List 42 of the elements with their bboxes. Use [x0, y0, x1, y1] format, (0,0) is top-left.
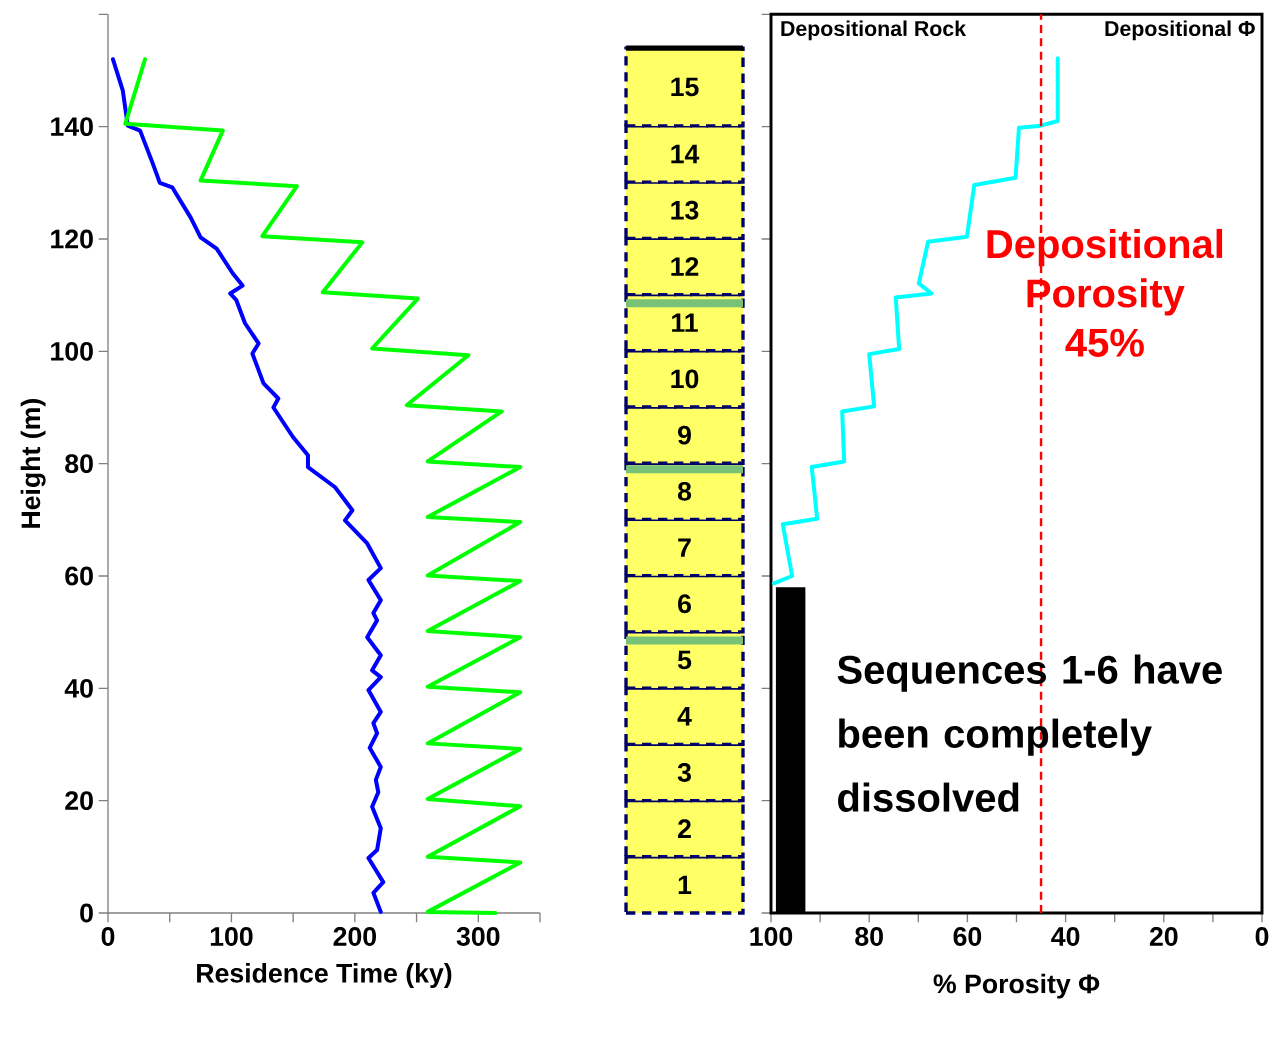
y-tick-label: 120: [51, 229, 93, 249]
x-tick-label: 20: [1149, 927, 1178, 946]
annotation: Depositional Rock: [781, 20, 967, 41]
series-label: 2: [678, 819, 691, 838]
series-label: 14: [671, 144, 700, 164]
x-tick-label: 200: [333, 927, 377, 946]
line-series: [110, 57, 386, 914]
annotation: Sequences 1-6 have been completely dissolved: [837, 654, 1222, 812]
series-label: 15: [671, 77, 699, 97]
y-tick-label: 40: [64, 678, 93, 698]
y-tick-label: 60: [65, 566, 93, 586]
series-label: 11: [672, 313, 698, 332]
y-tick-label: 20: [65, 791, 93, 811]
series-label: 3: [677, 763, 691, 782]
y-tick-label: 100: [51, 341, 93, 361]
y-axis-title: Height (m): [20, 399, 46, 528]
series-label: 5: [677, 650, 692, 670]
y-tick-label: 140: [51, 117, 93, 137]
series-label: 7: [678, 538, 691, 557]
series-label: 12: [671, 257, 699, 276]
line-series: [123, 57, 523, 915]
y-tick-label: 0: [80, 903, 93, 923]
ref-line-label: Depositional Porosity 45%: [987, 228, 1223, 357]
x-tick-label: 100: [210, 927, 253, 946]
series-label: 9: [678, 425, 691, 445]
series-label: 13: [671, 200, 699, 220]
x-tick-label: 100: [750, 927, 793, 946]
x-tick-label: 300: [456, 927, 500, 946]
annotation: Depositional Φ: [1105, 20, 1255, 41]
series-label: 8: [677, 481, 692, 501]
x-axis-title: % Porosity Φ: [933, 973, 1100, 999]
x-tick-label: 0: [1255, 927, 1269, 946]
series-label: 4: [677, 707, 692, 726]
x-tick-label: 60: [953, 927, 982, 946]
y-tick-label: 80: [65, 454, 93, 474]
x-tick-label: 80: [855, 927, 883, 946]
series-label: 10: [671, 369, 699, 389]
x-tick-label: 40: [1051, 927, 1080, 946]
series-label: 6: [678, 594, 691, 614]
x-tick-label: 0: [101, 927, 115, 946]
x-axis-title: Residence Time (ky): [197, 963, 452, 988]
series-label: 1: [678, 875, 692, 895]
